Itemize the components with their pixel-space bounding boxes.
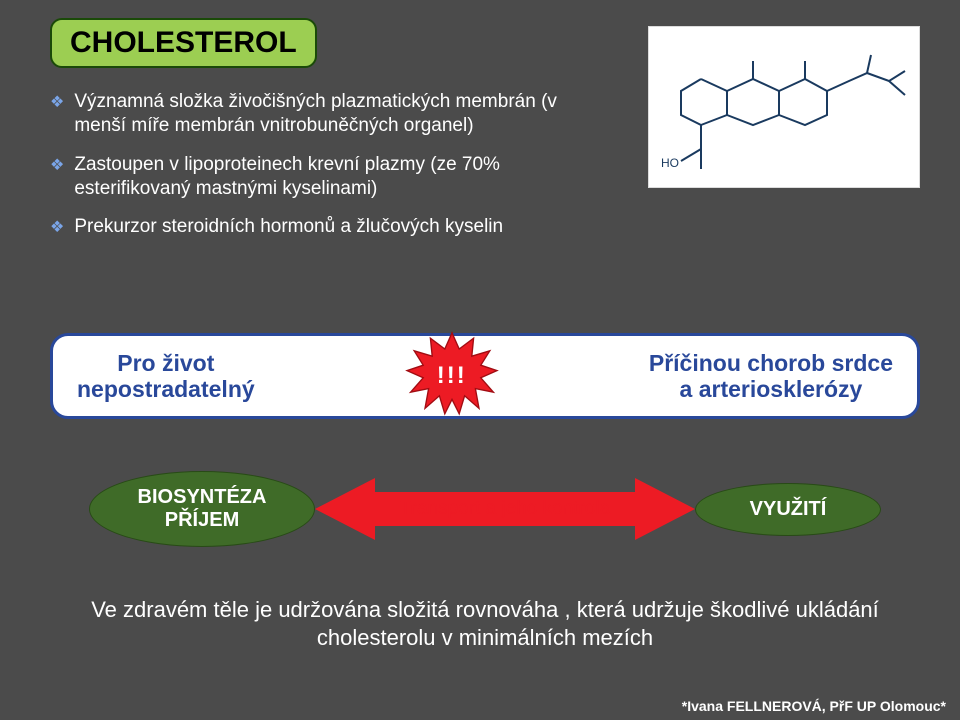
band-left-text: Pro život nepostradatelný <box>77 350 255 403</box>
band-line: nepostradatelný <box>77 376 255 402</box>
credit-line: *Ivana FELLNEROVÁ, PřF UP Olomouc* <box>682 698 946 714</box>
summary-text: Ve zdravém těle je udržována složitá rov… <box>50 596 920 651</box>
slide-title: CHOLESTEROL <box>50 18 317 68</box>
bullet-text: Zastoupen v lipoproteinech krevní plazmy… <box>74 153 590 202</box>
diamond-bullet-icon: ❖ <box>50 156 64 176</box>
band-line: Pro život <box>77 350 255 376</box>
diamond-bullet-icon: ❖ <box>50 93 64 113</box>
bullet-item: ❖ Prekurzor steroidních hormonů a žlučov… <box>50 215 590 239</box>
band-right-text: Příčinou chorob srdce a arteriosklerózy <box>649 350 893 403</box>
star-label: !!! <box>437 362 467 390</box>
svg-text:HO: HO <box>661 156 679 170</box>
arrow-label: Transport a jeho kontrola <box>400 498 611 520</box>
node-line: PŘÍJEM <box>112 509 292 532</box>
diamond-bullet-icon: ❖ <box>50 218 64 238</box>
bullet-list: ❖ Významná složka živočišných plazmatick… <box>50 90 590 240</box>
highlight-band: Pro život nepostradatelný !!! Příčinou c… <box>50 333 920 419</box>
bullet-text: Prekurzor steroidních hormonů a žlučovýc… <box>74 215 503 239</box>
node-line: BIOSYNTÉZA <box>112 486 292 509</box>
double-arrow-icon: Transport a jeho kontrola <box>315 474 695 544</box>
bullet-item: ❖ Zastoupen v lipoproteinech krevní plaz… <box>50 153 590 202</box>
bullet-item: ❖ Významná složka živočišných plazmatick… <box>50 90 590 139</box>
usage-node: VYUŽITÍ <box>695 483 881 536</box>
bullet-text: Významná složka živočišných plazmatickýc… <box>74 90 590 139</box>
flow-row: BIOSYNTÉZA PŘÍJEM Transport a jeho kontr… <box>50 460 920 558</box>
biosynthesis-node: BIOSYNTÉZA PŘÍJEM <box>89 471 315 547</box>
band-line: a arteriosklerózy <box>649 376 893 402</box>
molecule-image: HO <box>648 26 920 188</box>
starburst-icon: !!! <box>404 331 500 421</box>
node-line: VYUŽITÍ <box>718 498 858 521</box>
band-line: Příčinou chorob srdce <box>649 350 893 376</box>
